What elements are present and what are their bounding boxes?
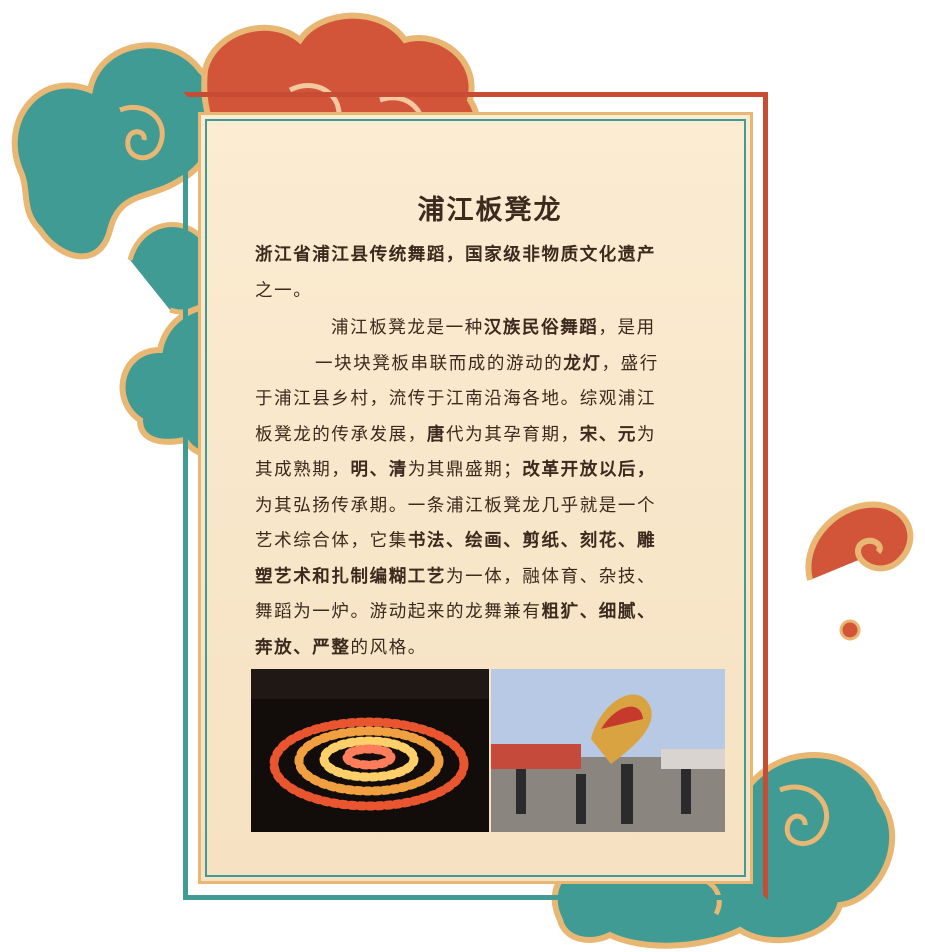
outer-frame [183,92,768,900]
intro-text: 浙江省浦江县传统舞蹈，国家级非物质文化遗产 之一。 [255,238,725,309]
red-cloud-right [805,501,914,641]
text-run: 为其鼎盛期； [407,460,523,480]
description-text: 浦江板凳龙是一种汉族民俗舞蹈，是用 一块块凳板串联而成的游动的龙灯，盛行 于浦江县乡… [255,311,725,666]
text-run: ，是用 [598,318,656,338]
bold-text: 奔放、严整 [255,637,351,658]
text-run: 为 [637,424,657,445]
text-run: 舞蹈为一炉。游动起来的龙舞兼有 [255,602,542,622]
body-line: 舞蹈为一炉。游动起来的龙舞兼有粗犷、细腻、 [255,595,725,631]
text-run: 代为其孕育期， [446,424,580,445]
body-line: 于浦江县乡村，流传于江南沿海各地。综观浦江 [255,382,725,418]
intro-line: 浙江省浦江县传统舞蹈，国家级非物质文化遗产 [255,238,725,274]
text-run: 之一。 [255,280,313,301]
body-line: 塑艺术和扎制编糊工艺为一体，融体育、杂技、 [255,560,725,596]
body-line: 艺术综合体，它集书法、绘画、剪纸、刻花、雕 [255,524,725,560]
text-run: 为其弘扬传承期。一条浦江板凳龙几乎就是一个 [255,495,657,516]
body-line: 浦江板凳龙是一种汉族民俗舞蹈，是用 [255,311,725,347]
text-run: ，盛行 [601,353,659,374]
bold-text: 粗犷、细腻、 [541,602,657,622]
body-line: 一块块凳板串联而成的游动的龙灯，盛行 [255,347,725,383]
text-run: 一块块凳板串联而成的游动的 [315,353,564,374]
intro-line: 之一。 [255,274,725,310]
bold-text: 龙灯 [563,353,602,374]
body-line: 奔放、严整的风格。 [255,631,725,667]
text-run: 为一体，融体育、杂技、 [446,566,657,587]
text-run: 艺术综合体，它集 [255,531,408,551]
photo-lantern-dragon-night [251,669,489,832]
text-run: 浦江板凳龙是一种 [331,318,484,338]
bold-text: 宋、元 [579,424,638,445]
bold-text: 书法、绘画、剪纸、刻花、雕 [407,531,657,551]
bold-text: 汉族民俗舞蹈 [483,318,599,338]
text-run: 其成熟期， [255,460,351,480]
bold-text: 浙江省浦江县传统舞蹈，国家级非物质文化遗产 [255,245,657,265]
bold-text: 唐 [426,424,447,445]
card-title: 浦江板凳龙 [417,195,563,226]
bold-text: 改革开放以后， [522,460,657,480]
body-line: 为其弘扬传承期。一条浦江板凳龙几乎就是一个 [255,489,725,525]
text-run: 于浦江县乡村，流传于江南沿海各地。综观浦江 [255,389,657,409]
bold-text: 塑艺术和扎制编糊工艺 [255,566,446,587]
text-run: 板凳龙的传承发展， [255,424,427,445]
body-line: 其成熟期，明、清为其鼎盛期；改革开放以后， [255,453,725,489]
text-run: 的风格。 [350,637,427,658]
bold-text: 明、清 [350,460,408,480]
inner-frame [205,119,746,877]
photo-dragon-head-street [491,669,725,832]
body-line: 板凳龙的传承发展，唐代为其孕育期，宋、元为 [255,418,725,454]
